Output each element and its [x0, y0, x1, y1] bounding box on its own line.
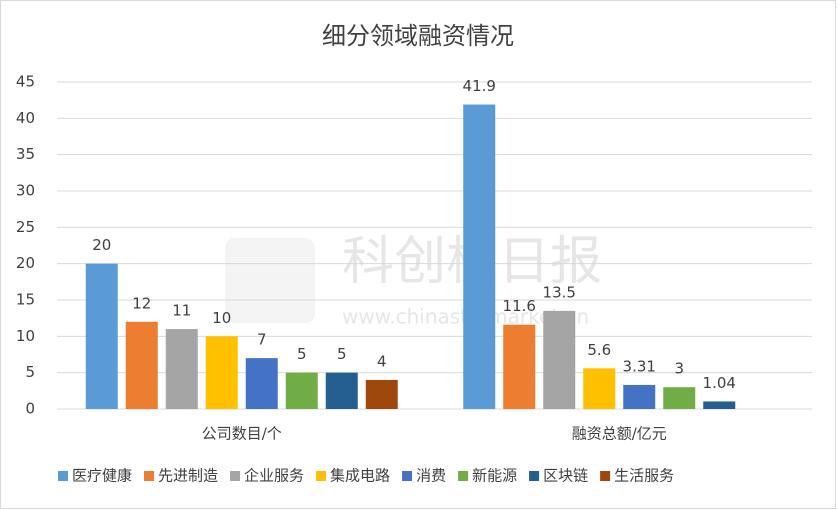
legend-label: 消费 [416, 467, 446, 485]
bar [663, 387, 696, 409]
bar [703, 401, 736, 409]
legend-swatch [600, 471, 611, 481]
bar [245, 358, 278, 409]
bar [463, 104, 496, 409]
bar [503, 324, 536, 409]
bar [85, 263, 118, 409]
data-label: 10 [212, 309, 231, 327]
legend-swatch [458, 471, 469, 481]
bar [285, 372, 318, 409]
data-label: 11 [172, 302, 191, 320]
data-label: 12 [132, 294, 151, 312]
legend-label: 生活服务 [614, 467, 674, 485]
data-label: 13.5 [543, 283, 576, 301]
data-label: 3 [674, 360, 684, 378]
legend-label: 医疗健康 [72, 467, 132, 485]
bar [325, 372, 358, 409]
y-tick-label: 40 [16, 109, 35, 127]
bar [205, 336, 238, 409]
y-tick-label: 5 [25, 363, 35, 381]
bar [543, 310, 576, 409]
y-tick-label: 45 [16, 73, 35, 91]
legend-label: 集成电路 [330, 467, 390, 485]
legend-swatch [144, 471, 155, 481]
watermark-logo [225, 238, 315, 323]
data-label: 1.04 [703, 374, 736, 392]
bar [165, 329, 198, 409]
data-label: 11.6 [503, 297, 536, 315]
data-label: 41.9 [463, 77, 496, 95]
x-tick-label: 公司数目/个 [202, 425, 282, 443]
bar [365, 379, 398, 409]
y-tick-label: 20 [16, 254, 35, 272]
legend-swatch [316, 471, 327, 481]
chart-title: 细分领域融资情况 [322, 22, 514, 50]
y-tick-label: 15 [16, 291, 35, 309]
bar [125, 321, 158, 409]
y-tick-label: 35 [16, 145, 35, 163]
y-tick-label: 10 [16, 327, 35, 345]
legend-swatch [529, 471, 540, 481]
bar [583, 368, 616, 409]
legend-label: 区块链 [543, 467, 588, 485]
bar [623, 384, 656, 409]
x-tick-label: 融资总额/亿元 [572, 425, 667, 443]
data-label: 5.6 [587, 341, 611, 359]
y-tick-label: 30 [16, 182, 35, 200]
legend-swatch [402, 471, 413, 481]
legend-label: 企业服务 [244, 467, 304, 485]
legend-swatch [58, 471, 68, 481]
y-tick-label: 0 [25, 400, 35, 418]
y-tick-label: 25 [16, 218, 35, 236]
legend-label: 先进制造 [158, 467, 218, 485]
data-label: 5 [297, 345, 307, 363]
data-label: 5 [337, 345, 347, 363]
legend-swatch [230, 471, 241, 481]
data-label: 20 [92, 236, 111, 254]
data-label: 7 [257, 331, 267, 349]
data-label: 4 [377, 352, 387, 370]
data-label: 3.31 [623, 357, 656, 375]
legend-label: 新能源 [472, 467, 517, 485]
